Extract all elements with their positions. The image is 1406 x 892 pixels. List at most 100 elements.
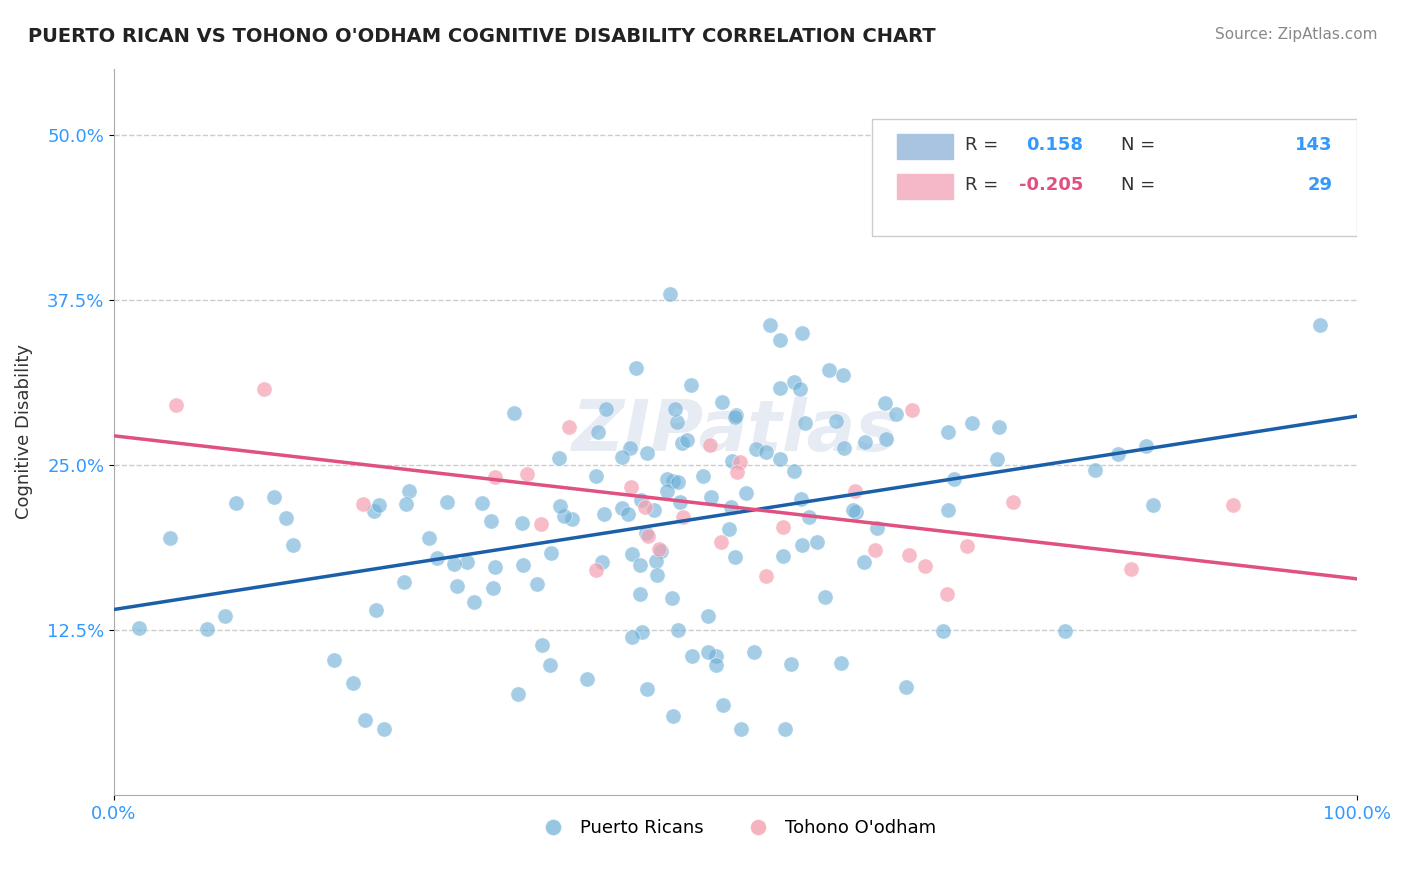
- Point: [696, 645, 718, 659]
- Point: [700, 490, 723, 504]
- Point: [1002, 495, 1025, 509]
- Point: [783, 465, 806, 479]
- Text: R =: R =: [966, 176, 998, 194]
- Point: [830, 656, 852, 670]
- Point: [901, 403, 924, 417]
- Point: [647, 541, 669, 556]
- Point: [931, 624, 953, 638]
- Point: [636, 446, 658, 460]
- Point: [557, 419, 579, 434]
- Point: [790, 492, 813, 507]
- Point: [352, 497, 374, 511]
- Text: -0.205: -0.205: [1019, 176, 1084, 194]
- Point: [575, 672, 598, 686]
- Point: [443, 557, 465, 571]
- Point: [772, 519, 794, 533]
- Point: [628, 558, 651, 572]
- Point: [456, 555, 478, 569]
- Point: [512, 516, 534, 531]
- Point: [1142, 498, 1164, 512]
- Point: [631, 624, 654, 639]
- Point: [936, 587, 959, 601]
- Text: 143: 143: [1295, 136, 1331, 153]
- Point: [643, 503, 665, 517]
- Point: [898, 548, 921, 562]
- Point: [914, 559, 936, 574]
- Point: [1107, 447, 1129, 461]
- Point: [342, 675, 364, 690]
- Point: [364, 603, 387, 617]
- Point: [561, 512, 583, 526]
- Point: [720, 500, 742, 514]
- Point: [769, 333, 792, 347]
- Point: [593, 507, 616, 521]
- Point: [1135, 439, 1157, 453]
- Point: [526, 577, 548, 591]
- Point: [591, 555, 613, 569]
- Point: [834, 441, 856, 455]
- Point: [894, 680, 917, 694]
- Point: [793, 416, 815, 430]
- Point: [825, 414, 848, 428]
- Point: [960, 416, 983, 430]
- Point: [664, 401, 686, 416]
- Point: [675, 433, 697, 447]
- Point: [530, 638, 553, 652]
- Point: [759, 318, 782, 332]
- Point: [612, 501, 634, 516]
- Point: [842, 503, 865, 517]
- Point: [159, 531, 181, 545]
- FancyBboxPatch shape: [872, 120, 1357, 235]
- Point: [634, 525, 657, 540]
- Point: [706, 657, 728, 672]
- Point: [263, 490, 285, 504]
- Point: [214, 609, 236, 624]
- Point: [844, 483, 866, 498]
- Point: [630, 493, 652, 508]
- Point: [354, 714, 377, 728]
- Point: [363, 504, 385, 518]
- Point: [548, 451, 571, 466]
- Point: [661, 475, 683, 489]
- Point: [553, 509, 575, 524]
- Point: [696, 609, 718, 624]
- Point: [797, 510, 820, 524]
- Y-axis label: Cognitive Disability: Cognitive Disability: [15, 344, 32, 519]
- Point: [875, 432, 897, 446]
- Point: [853, 434, 876, 449]
- Point: [548, 499, 571, 513]
- Point: [506, 687, 529, 701]
- Point: [681, 649, 703, 664]
- Point: [699, 438, 721, 452]
- Point: [394, 575, 416, 590]
- Point: [745, 442, 768, 456]
- Point: [742, 645, 765, 659]
- Point: [470, 496, 492, 510]
- Point: [283, 538, 305, 552]
- Point: [661, 708, 683, 723]
- Point: [755, 568, 778, 582]
- Point: [368, 498, 391, 512]
- Point: [1119, 562, 1142, 576]
- Point: [1053, 624, 1076, 639]
- Point: [666, 415, 689, 429]
- Point: [728, 455, 751, 469]
- Point: [484, 560, 506, 574]
- Point: [637, 529, 659, 543]
- Point: [789, 382, 811, 396]
- Point: [657, 484, 679, 499]
- Point: [852, 555, 875, 569]
- Point: [884, 407, 907, 421]
- Point: [585, 468, 607, 483]
- Point: [540, 546, 562, 560]
- Point: [373, 723, 395, 737]
- Point: [585, 564, 607, 578]
- Point: [772, 549, 794, 563]
- Point: [790, 538, 813, 552]
- Point: [620, 479, 643, 493]
- Point: [274, 511, 297, 525]
- FancyBboxPatch shape: [897, 134, 953, 160]
- Text: PUERTO RICAN VS TOHONO O'ODHAM COGNITIVE DISABILITY CORRELATION CHART: PUERTO RICAN VS TOHONO O'ODHAM COGNITIVE…: [28, 27, 936, 45]
- Point: [398, 484, 420, 499]
- Point: [692, 469, 714, 483]
